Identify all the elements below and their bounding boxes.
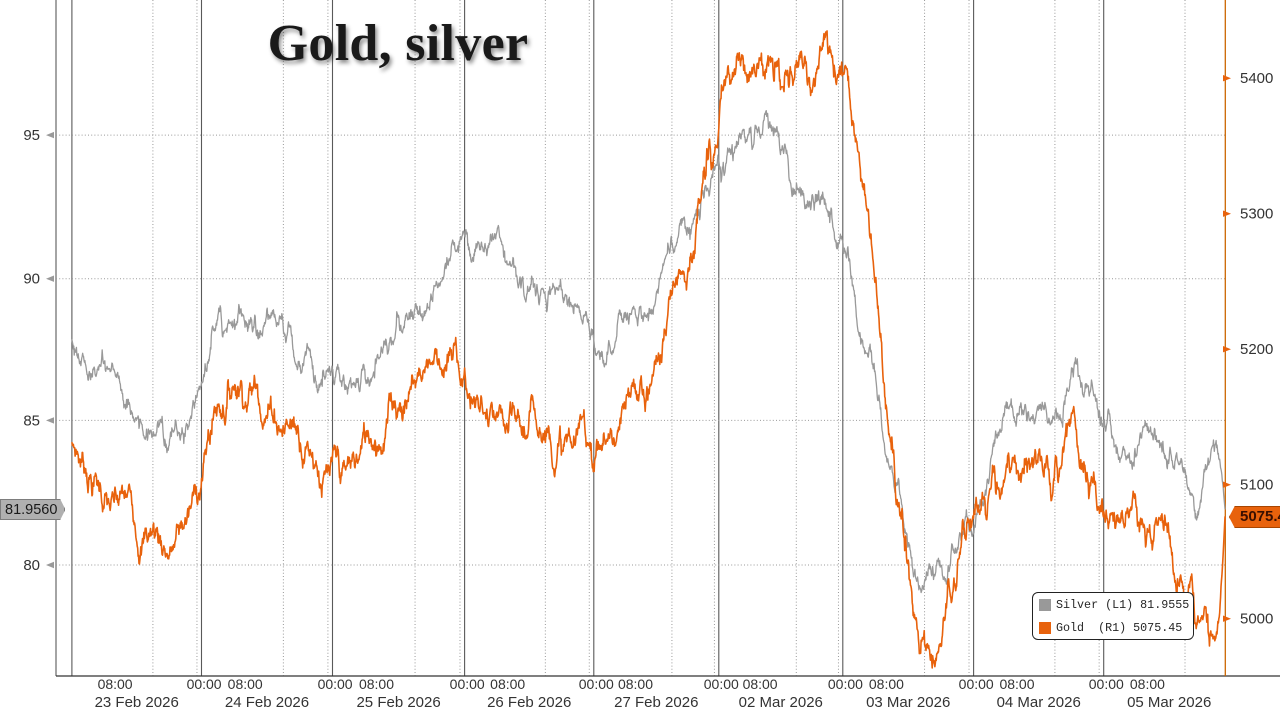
svg-text:08:00: 08:00 <box>743 676 778 692</box>
svg-text:08:00: 08:00 <box>1130 676 1165 692</box>
svg-text:23 Feb 2026: 23 Feb 2026 <box>95 694 179 711</box>
svg-text:26 Feb 2026: 26 Feb 2026 <box>487 694 571 711</box>
svg-text:80: 80 <box>23 557 40 574</box>
svg-text:08:00: 08:00 <box>999 676 1034 692</box>
svg-text:02 Mar 2026: 02 Mar 2026 <box>739 694 823 711</box>
svg-text:5300: 5300 <box>1240 206 1273 223</box>
svg-text:5000: 5000 <box>1240 611 1273 628</box>
svg-text:24 Feb 2026: 24 Feb 2026 <box>225 694 309 711</box>
svg-text:5100: 5100 <box>1240 477 1273 494</box>
svg-text:00:00: 00:00 <box>828 676 863 692</box>
svg-text:08:00: 08:00 <box>869 676 904 692</box>
svg-text:85: 85 <box>23 412 40 429</box>
svg-text:03 Mar 2026: 03 Mar 2026 <box>866 694 950 711</box>
svg-text:25 Feb 2026: 25 Feb 2026 <box>356 694 440 711</box>
svg-text:00:00: 00:00 <box>187 676 222 692</box>
svg-text:08:00: 08:00 <box>98 676 133 692</box>
svg-text:00:00: 00:00 <box>579 676 614 692</box>
svg-text:08:00: 08:00 <box>490 676 525 692</box>
svg-text:95: 95 <box>23 127 40 144</box>
svg-text:00:00: 00:00 <box>704 676 739 692</box>
svg-text:90: 90 <box>23 271 40 288</box>
svg-text:05 Mar 2026: 05 Mar 2026 <box>1127 694 1211 711</box>
svg-text:08:00: 08:00 <box>618 676 653 692</box>
svg-text:5400: 5400 <box>1240 70 1273 87</box>
svg-text:00:00: 00:00 <box>450 676 485 692</box>
svg-text:00:00: 00:00 <box>1089 676 1124 692</box>
svg-text:04 Mar 2026: 04 Mar 2026 <box>997 694 1081 711</box>
svg-text:00:00: 00:00 <box>318 676 353 692</box>
svg-text:00:00: 00:00 <box>959 676 994 692</box>
svg-text:5200: 5200 <box>1240 341 1273 358</box>
svg-text:27 Feb 2026: 27 Feb 2026 <box>614 694 698 711</box>
svg-text:08:00: 08:00 <box>228 676 263 692</box>
svg-text:08:00: 08:00 <box>359 676 394 692</box>
